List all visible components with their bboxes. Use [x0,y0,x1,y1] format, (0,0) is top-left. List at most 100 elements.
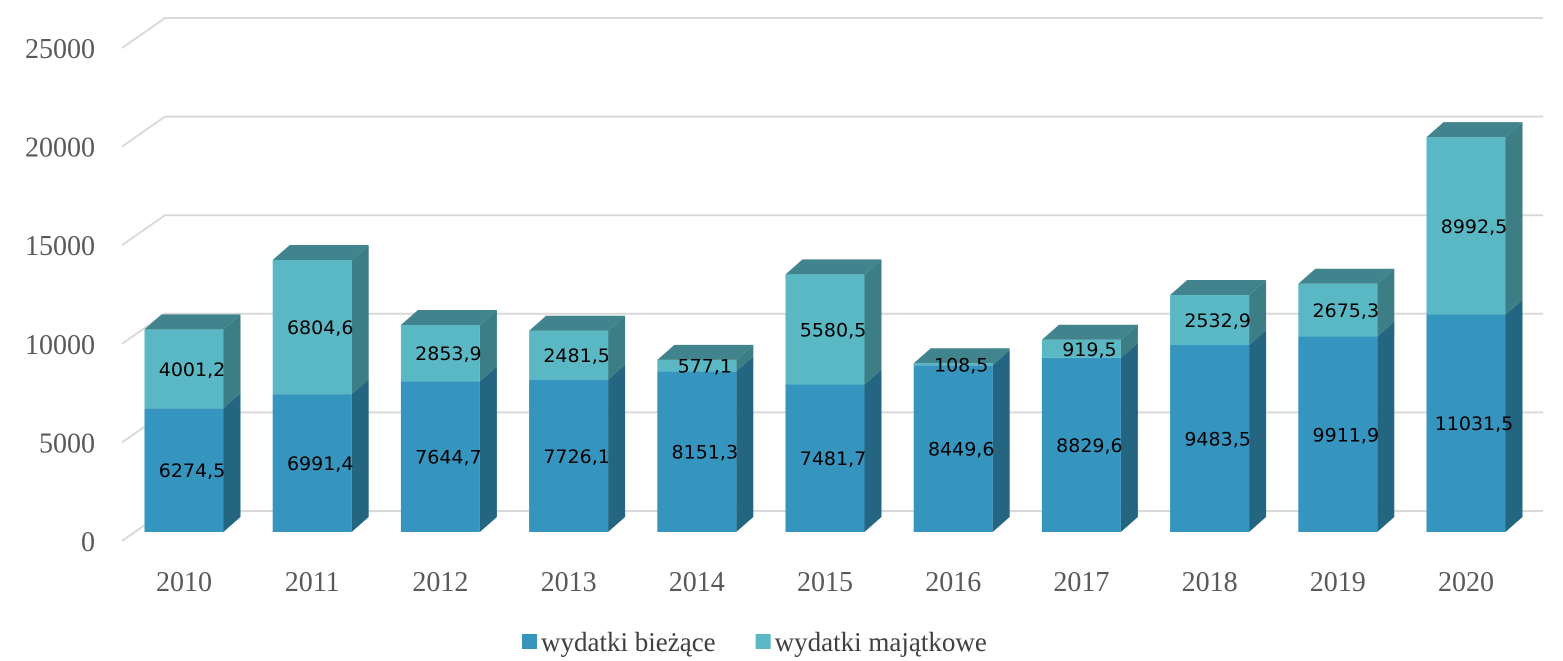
grid-line [121,312,1543,345]
bar [1426,137,1506,315]
x-tick-label: 2017 [1053,567,1109,598]
bar [913,365,993,532]
grid-line [121,17,1543,49]
data-label: 4001,2 [159,359,225,381]
bar [529,379,609,532]
x-tick-label: 2014 [669,567,725,598]
bar-side [223,393,241,532]
bar-top [400,309,497,325]
bar [1041,357,1121,532]
data-label: 8449,6 [928,439,994,461]
bar [1170,295,1250,345]
y-tick-label: 20000 [25,133,95,164]
bar-top [1170,280,1267,296]
bar-side [351,244,369,395]
data-label: 7726,1 [543,446,609,468]
bar [272,394,352,532]
y-tick-label: 0 [81,527,95,558]
bar [657,371,737,532]
data-label: 577,1 [678,356,732,378]
bar-top [144,314,241,330]
bar-side [1377,321,1395,532]
bar-side [992,348,1010,366]
bar-side [479,309,497,382]
bar-top [1041,324,1138,340]
bar-side [608,315,626,380]
bar [1041,339,1121,358]
data-label: 7644,7 [415,447,481,469]
bar [785,384,865,532]
data-label: 2532,9 [1184,310,1250,332]
bar-top [785,259,882,275]
grid-line [121,115,1543,148]
bar-top [1426,122,1523,138]
data-label: 2675,3 [1313,300,1379,322]
grid-line [121,214,1543,247]
bar-top [1298,268,1395,284]
bar-side [1249,280,1267,345]
bar-side [1377,268,1395,337]
bar [1170,344,1250,532]
bar-side [864,259,882,385]
bar [272,259,352,395]
x-tick-label: 2018 [1182,567,1238,598]
legend-swatch [522,634,537,649]
y-tick-label: 5000 [39,428,95,459]
data-label: 8151,3 [672,442,738,464]
data-label: 2481,5 [543,345,609,367]
data-label: 7481,7 [800,448,866,470]
data-label: 8829,6 [1056,435,1122,457]
y-tick-label: 25000 [25,34,95,65]
bar-side [1505,299,1523,532]
data-label: 6991,4 [287,453,353,475]
bar [1298,336,1378,532]
bar-side [736,356,754,532]
bar [400,324,480,382]
x-tick-label: 2012 [412,567,468,598]
bar-side [1120,324,1138,358]
bar-top [657,344,754,360]
bar-top [913,348,1010,364]
data-label: 9483,5 [1184,428,1250,450]
bar [913,363,993,366]
bar [785,274,865,385]
data-label: 11031,5 [1435,413,1514,435]
data-label: 6274,5 [159,460,225,482]
legend-label: wydatki majątkowe [775,627,987,657]
bar-side [223,314,241,409]
bar [144,408,224,532]
x-tick-label: 2011 [285,567,340,598]
data-label: 2853,9 [415,343,481,365]
bar-side [608,364,626,532]
y-tick-label: 15000 [25,231,95,262]
bar [657,359,737,372]
bar-side [736,344,754,372]
bar-side [992,350,1010,532]
bar [144,329,224,409]
bar-side [479,366,497,532]
legend-label: wydatki bieżące [541,627,716,657]
x-tick-label: 2013 [541,567,597,598]
bar [529,330,609,380]
bar [1426,314,1506,532]
bar-side [351,379,369,532]
x-tick-label: 2020 [1438,567,1494,598]
x-tick-label: 2019 [1310,567,1366,598]
data-label: 108,5 [934,354,988,376]
bar-top [272,244,369,260]
data-label: 5580,5 [800,319,866,341]
bar-side [1249,329,1267,532]
legend-swatch [755,634,771,649]
data-label: 8992,5 [1441,216,1507,238]
bar-side [864,369,882,532]
data-label: 6804,6 [287,317,353,339]
data-label: 9911,9 [1313,424,1379,446]
x-tick-label: 2010 [156,567,212,598]
data-label: 919,5 [1062,339,1116,361]
bar [1298,283,1378,337]
bar-side [1120,342,1138,532]
x-tick-label: 2016 [925,567,981,598]
bar-side [1505,122,1523,315]
bar [400,381,480,532]
